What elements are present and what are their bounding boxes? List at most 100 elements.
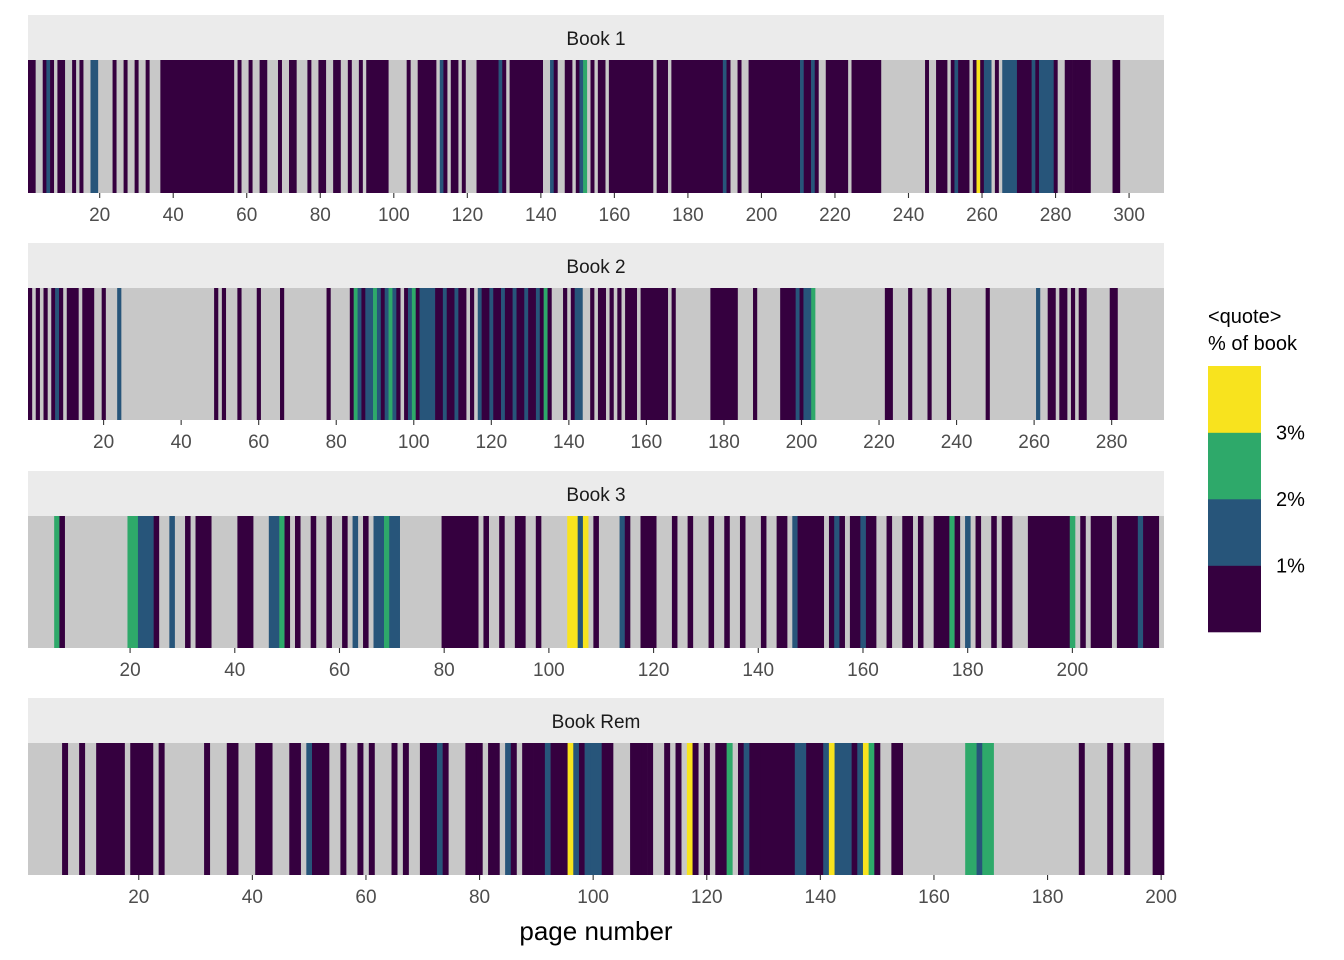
- heatmap-tile: [583, 60, 588, 193]
- heatmap-tile: [442, 288, 448, 420]
- x-tick-label: 120: [451, 205, 483, 226]
- heatmap-tile: [884, 288, 893, 420]
- heatmap-tile: [130, 743, 154, 875]
- heatmap-tile: [402, 743, 409, 875]
- heatmap-tile: [590, 743, 602, 875]
- heatmap-tile: [284, 516, 291, 648]
- heatmap-tile: [617, 288, 622, 420]
- heatmap-tile: [1035, 60, 1040, 193]
- heatmap-tile: [584, 743, 591, 875]
- heatmap-tile: [671, 516, 678, 648]
- heatmap-tile: [54, 516, 60, 648]
- heatmap-tile: [954, 60, 959, 193]
- heatmap-tile: [79, 743, 86, 875]
- heatmap-tile: [609, 288, 614, 420]
- heatmap-tile: [72, 60, 77, 193]
- x-tick-label: 20: [120, 660, 141, 681]
- facet-label: Book 1: [566, 29, 625, 50]
- heatmap-tile: [137, 516, 154, 648]
- heatmap-tile: [927, 288, 932, 420]
- heatmap-tile: [357, 288, 362, 420]
- heatmap-tile: [671, 60, 724, 193]
- heatmap-tile: [436, 743, 443, 875]
- legend-key: [1208, 432, 1261, 500]
- heatmap-tile: [958, 60, 970, 193]
- heatmap-tile: [743, 743, 750, 875]
- x-tick-label: 160: [847, 660, 879, 681]
- x-tick-label: 100: [577, 887, 609, 908]
- legend-key: [1208, 499, 1261, 566]
- heatmap-tile: [1053, 60, 1058, 193]
- heatmap-tile: [982, 743, 994, 875]
- heatmap-tile: [949, 516, 955, 648]
- heatmap-tile: [411, 288, 417, 420]
- x-tick-label: 60: [355, 887, 376, 908]
- heatmap-tile: [938, 516, 950, 648]
- x-tick-label: 180: [708, 432, 740, 453]
- heatmap-tile: [550, 743, 563, 875]
- heatmap-tile: [481, 288, 490, 420]
- heatmap-tile: [28, 288, 33, 420]
- heatmap-tile: [465, 743, 478, 875]
- heatmap-tile: [780, 288, 796, 420]
- heatmap-tile: [862, 743, 869, 875]
- heatmap-tile: [597, 288, 606, 420]
- panels-group: Book 1 20 40 60 80 100 120 140 160 180 200 220 240 26…: [28, 15, 1177, 908]
- heatmap-tile: [204, 743, 211, 875]
- heatmap-tile: [294, 516, 301, 648]
- x-tick-label: 60: [329, 660, 350, 681]
- heatmap-tile: [391, 743, 398, 875]
- heatmap-tile: [608, 60, 654, 193]
- heatmap-tile: [153, 516, 160, 648]
- heatmap-tile: [35, 288, 40, 420]
- heatmap-tile: [376, 288, 382, 420]
- heatmap-tile: [1078, 743, 1085, 875]
- heatmap-tile: [985, 288, 990, 420]
- heatmap-tile: [972, 60, 977, 193]
- heatmap-tile: [582, 516, 589, 648]
- heatmap-tile: [458, 288, 467, 420]
- heatmap-tile: [577, 516, 584, 648]
- heatmap-tile: [715, 743, 727, 875]
- heatmap-tile: [851, 60, 882, 193]
- heatmap-tile: [976, 60, 981, 193]
- heatmap-tile: [82, 288, 95, 420]
- heatmap-tile: [561, 743, 568, 875]
- x-tick-label: 60: [248, 432, 269, 453]
- heatmap-tile: [66, 288, 79, 420]
- heatmap-tile: [834, 516, 840, 648]
- heatmap-tile: [1064, 60, 1073, 193]
- x-tick-label: 140: [553, 432, 585, 453]
- heatmap-tile: [578, 743, 585, 875]
- x-tick-label: 180: [952, 660, 984, 681]
- heatmap-tile: [383, 516, 390, 648]
- heatmap-tile: [601, 743, 614, 875]
- heatmap-tile: [522, 743, 534, 875]
- heatmap-tile: [127, 516, 139, 648]
- heatmap-tile: [310, 516, 317, 648]
- heatmap-tile: [726, 60, 731, 193]
- heatmap-tile: [686, 743, 693, 875]
- heatmap-tile: [255, 743, 273, 875]
- heatmap-tile: [575, 60, 580, 193]
- heatmap-tile: [533, 743, 546, 875]
- x-tick-label: 200: [1145, 887, 1177, 908]
- heatmap-tile: [28, 60, 36, 193]
- heatmap-tile: [221, 288, 227, 420]
- heatmap-tile: [306, 743, 313, 875]
- heatmap-tile: [834, 743, 852, 875]
- heatmap-tile: [396, 288, 401, 420]
- heatmap-tile: [1112, 60, 1121, 193]
- heatmap-tile: [145, 60, 150, 193]
- heatmap-tile: [318, 60, 327, 193]
- heatmap-tile: [965, 516, 971, 648]
- heatmap-tile: [811, 288, 816, 420]
- x-tick-label: 260: [966, 205, 998, 226]
- heatmap-tile: [975, 516, 982, 648]
- heatmap-tile: [528, 288, 537, 420]
- heatmap-tile: [710, 288, 738, 420]
- heatmap-tile: [739, 516, 746, 648]
- heatmap-tile: [237, 288, 242, 420]
- facet-strip: [28, 243, 1164, 288]
- facet-strip: [28, 15, 1164, 60]
